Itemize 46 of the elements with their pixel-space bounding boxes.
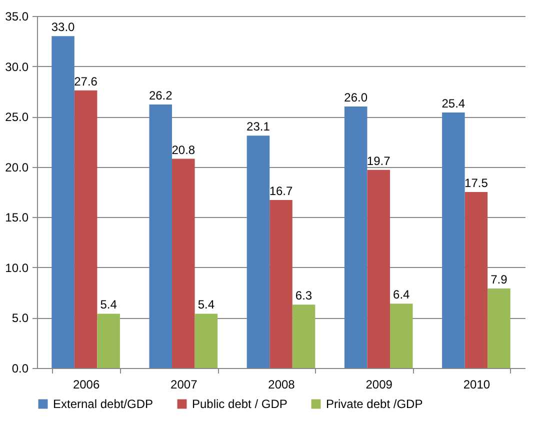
data-label: 26.0 bbox=[344, 90, 368, 105]
bar bbox=[194, 314, 218, 368]
data-label: 17.5 bbox=[464, 176, 488, 190]
y-tick-label: 35.0 bbox=[5, 10, 29, 24]
bar bbox=[246, 136, 270, 368]
bar bbox=[464, 192, 488, 368]
legend-label: Public debt / GDP bbox=[192, 397, 288, 411]
bar bbox=[390, 304, 413, 368]
bar bbox=[488, 288, 510, 368]
data-label: 16.7 bbox=[269, 184, 293, 198]
bar bbox=[292, 304, 316, 368]
bar bbox=[172, 158, 195, 368]
x-tick-label: 2010 bbox=[463, 378, 490, 392]
data-label: 23.1 bbox=[246, 120, 270, 134]
data-label: 6.4 bbox=[393, 288, 410, 302]
bar bbox=[367, 170, 390, 368]
data-label: 5.4 bbox=[100, 298, 118, 312]
bar bbox=[344, 106, 368, 368]
bar bbox=[149, 104, 172, 368]
bar bbox=[270, 200, 292, 368]
data-label: 27.6 bbox=[74, 74, 98, 88]
bar bbox=[52, 36, 74, 368]
y-tick-label: 20.0 bbox=[5, 160, 29, 174]
data-label: 6.3 bbox=[295, 288, 312, 303]
data-label: 33.0 bbox=[51, 20, 76, 34]
y-tick-label: 10.0 bbox=[5, 260, 29, 275]
x-tick-label: 2008 bbox=[268, 378, 296, 392]
data-label: 19.7 bbox=[366, 154, 391, 168]
x-tick-label: 2007 bbox=[170, 378, 198, 392]
data-label: 7.9 bbox=[490, 272, 508, 287]
y-tick-label: 15.0 bbox=[5, 210, 29, 225]
data-label: 5.4 bbox=[198, 298, 215, 312]
y-tick-label: 25.0 bbox=[5, 110, 29, 124]
bar bbox=[74, 90, 98, 368]
x-tick-label: 2006 bbox=[72, 378, 100, 392]
y-tick-label: 30.0 bbox=[5, 60, 29, 74]
y-tick-label: 0.0 bbox=[12, 362, 29, 376]
y-tick-label: 5.0 bbox=[12, 311, 29, 326]
legend-label: External debt/GDP bbox=[53, 397, 154, 411]
data-label: 25.4 bbox=[442, 96, 466, 111]
data-label: 20.8 bbox=[172, 142, 196, 157]
bar bbox=[97, 314, 120, 368]
x-tick-label: 2009 bbox=[366, 378, 393, 392]
bar bbox=[442, 112, 465, 368]
legend-label: Private debt /GDP bbox=[326, 397, 423, 411]
data-label: 26.2 bbox=[148, 88, 173, 103]
